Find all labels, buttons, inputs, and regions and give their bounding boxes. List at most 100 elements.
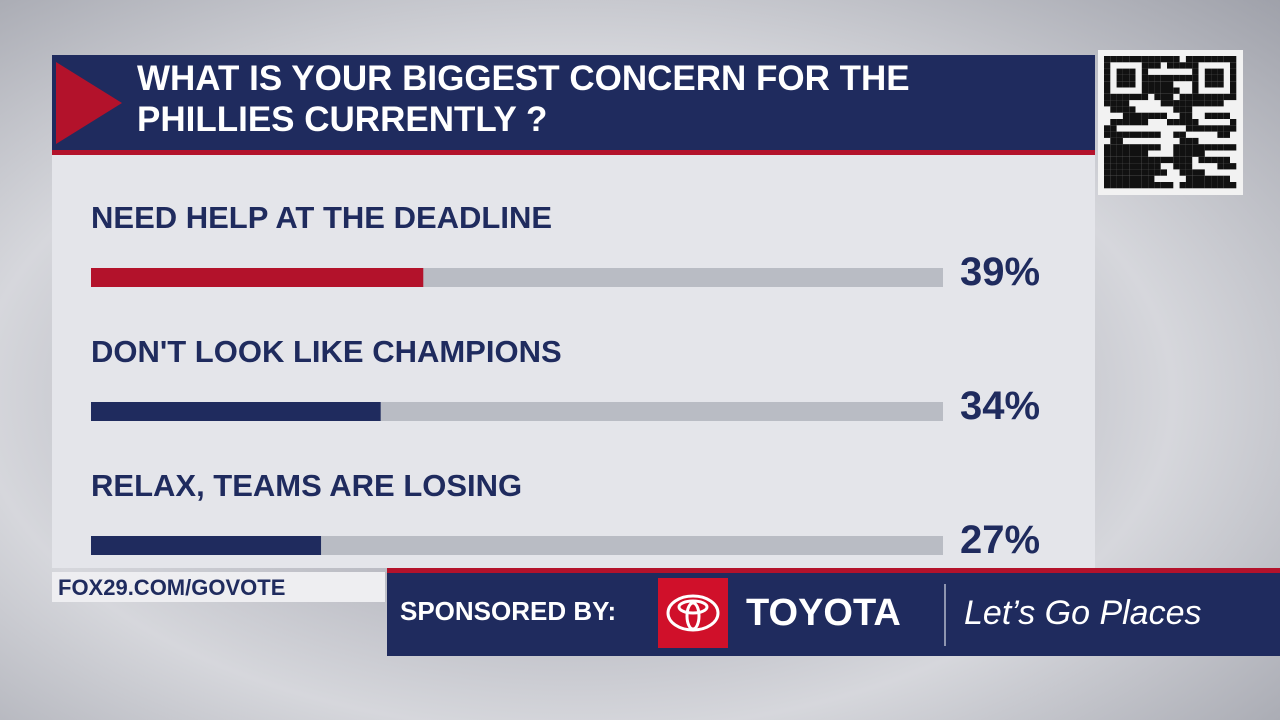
qr-module bbox=[1129, 56, 1136, 63]
qr-module bbox=[1116, 68, 1123, 75]
qr-module bbox=[1217, 144, 1224, 151]
qr-module bbox=[1135, 182, 1142, 189]
qr-module bbox=[1160, 93, 1167, 101]
bar bbox=[91, 536, 322, 555]
qr-module bbox=[1122, 169, 1130, 176]
qr-module bbox=[1116, 106, 1123, 113]
qr-module bbox=[1141, 150, 1149, 157]
qr-module bbox=[1129, 175, 1136, 182]
qr-module bbox=[1129, 182, 1136, 189]
qr-module bbox=[1110, 163, 1117, 170]
qr-module bbox=[1179, 119, 1186, 126]
qr-module bbox=[1110, 106, 1117, 113]
qr-module bbox=[1173, 100, 1180, 107]
qr-module bbox=[1129, 169, 1136, 176]
qr-module bbox=[1116, 131, 1123, 138]
qr-module bbox=[1223, 182, 1230, 189]
qr-module bbox=[1122, 150, 1130, 157]
qr-module bbox=[1154, 163, 1161, 170]
qr-module bbox=[1167, 182, 1174, 189]
qr-module bbox=[1198, 93, 1205, 101]
chart-title: WHAT IS YOUR BIGGEST CONCERN FOR THE PHI… bbox=[137, 59, 910, 139]
qr-module bbox=[1211, 175, 1218, 182]
qr-module bbox=[1230, 87, 1237, 94]
qr-module bbox=[1135, 163, 1142, 170]
qr-module bbox=[1129, 144, 1136, 151]
qr-module bbox=[1230, 62, 1237, 69]
qr-module bbox=[1204, 93, 1212, 101]
qr-module bbox=[1141, 169, 1149, 176]
bar bbox=[91, 268, 424, 287]
qr-module bbox=[1104, 81, 1111, 88]
qr-module bbox=[1141, 68, 1149, 75]
qr-module bbox=[1122, 81, 1130, 88]
qr-module bbox=[1129, 68, 1136, 75]
qr-module bbox=[1217, 100, 1224, 107]
qr-module bbox=[1104, 169, 1111, 176]
qr-module bbox=[1173, 131, 1180, 138]
qr-module bbox=[1104, 125, 1111, 132]
qr-module bbox=[1211, 112, 1218, 119]
qr-module bbox=[1230, 144, 1237, 151]
qr-module bbox=[1192, 87, 1199, 94]
qr-module bbox=[1154, 156, 1161, 164]
qr-module bbox=[1179, 156, 1186, 164]
qr-module bbox=[1110, 125, 1117, 132]
qr-module bbox=[1104, 156, 1111, 164]
qr-module bbox=[1179, 106, 1186, 113]
qr-module bbox=[1129, 106, 1136, 113]
qr-module bbox=[1122, 182, 1130, 189]
qr-module bbox=[1110, 150, 1117, 157]
qr-module bbox=[1192, 100, 1199, 107]
qr-module bbox=[1154, 56, 1161, 63]
qr-module bbox=[1211, 156, 1218, 164]
qr-module bbox=[1116, 74, 1123, 82]
qr-module bbox=[1185, 74, 1193, 82]
qr-module bbox=[1122, 68, 1130, 75]
qr-module bbox=[1217, 131, 1224, 138]
qr-module bbox=[1217, 93, 1224, 101]
qr-module bbox=[1122, 131, 1130, 138]
qr-module bbox=[1179, 74, 1186, 82]
qr-module bbox=[1148, 169, 1155, 176]
qr-module bbox=[1141, 93, 1149, 101]
qr-module bbox=[1223, 93, 1230, 101]
qr-module bbox=[1122, 106, 1130, 113]
qr-module bbox=[1167, 56, 1174, 63]
qr-module bbox=[1148, 74, 1155, 82]
qr-module bbox=[1185, 93, 1193, 101]
category-label: DON'T LOOK LIKE CHAMPIONS bbox=[91, 334, 562, 369]
qr-module bbox=[1116, 137, 1123, 145]
qr-module bbox=[1122, 156, 1130, 164]
url-box bbox=[52, 572, 385, 602]
qr-module bbox=[1141, 87, 1149, 94]
qr-module bbox=[1141, 74, 1149, 82]
qr-module bbox=[1154, 87, 1161, 94]
qr-module bbox=[1179, 93, 1186, 101]
qr-module bbox=[1104, 182, 1111, 189]
qr-module bbox=[1173, 106, 1180, 113]
qr-module bbox=[1148, 56, 1155, 63]
qr-module bbox=[1116, 150, 1123, 157]
qr-module bbox=[1110, 119, 1117, 126]
qr-module bbox=[1185, 175, 1193, 182]
qr-module bbox=[1122, 93, 1130, 101]
qr-module bbox=[1148, 156, 1155, 164]
header-arrow bbox=[56, 62, 122, 144]
qr-module bbox=[1198, 182, 1205, 189]
url: FOX29.COM/GOVOTE bbox=[58, 575, 286, 600]
qr-module bbox=[1154, 131, 1161, 138]
qr-module bbox=[1185, 182, 1193, 189]
qr-module bbox=[1179, 131, 1186, 138]
qr-module bbox=[1185, 62, 1193, 69]
qr-module bbox=[1129, 112, 1136, 119]
qr-module bbox=[1192, 119, 1199, 126]
qr-module bbox=[1167, 81, 1174, 88]
qr-module bbox=[1122, 56, 1130, 63]
qr-module bbox=[1179, 137, 1186, 145]
qr-module bbox=[1217, 156, 1224, 164]
qr-module bbox=[1141, 119, 1149, 126]
qr-module bbox=[1148, 112, 1155, 119]
qr-module bbox=[1185, 150, 1193, 157]
qr-module bbox=[1204, 56, 1212, 63]
